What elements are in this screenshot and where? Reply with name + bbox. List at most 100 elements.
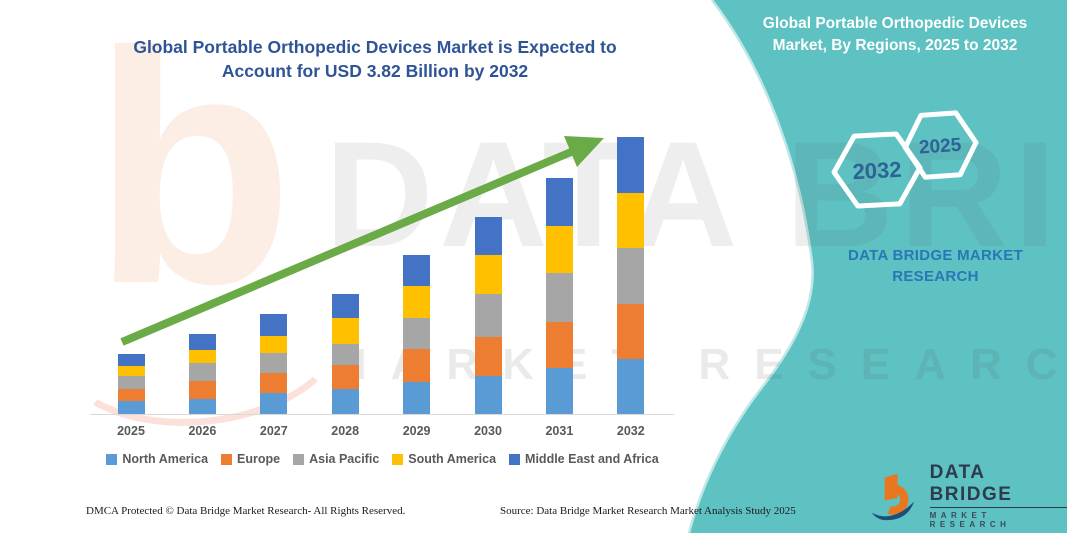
trend-arrow-shaft (120, 148, 573, 346)
legend-label: Europe (237, 452, 281, 466)
x-axis-label-2030: 2030 (474, 424, 502, 438)
bar-2027 (260, 313, 288, 414)
bar-2027-segment-north-america (260, 392, 288, 414)
brand-caption-line2: RESEARCH (892, 268, 979, 285)
bar-2026-segment-europe (188, 380, 216, 399)
hexagon-2032-label: 2032 (852, 157, 902, 185)
logo-b-bowl (887, 483, 909, 515)
bar-2025-segment-south-america (117, 366, 145, 377)
bar-2026-segment-middle-east-and-africa (188, 334, 216, 350)
bar-2032-segment-asia-pacific (617, 248, 645, 304)
x-axis-label-2032: 2032 (616, 424, 645, 438)
side-panel-title-line1: Global Portable Orthopedic Devices (762, 15, 1028, 32)
chart-legend: North America Europe Asia Pacific South Ame… (85, 452, 680, 466)
page-title-line2: Account for USD 3.82 Billion by 2032 (221, 60, 529, 81)
bar-2029-segment-middle-east-and-africa (403, 254, 431, 287)
x-axis-label-2029: 2029 (402, 424, 431, 438)
legend-marker-europe (221, 453, 233, 465)
bar-2031-segment-north-america (545, 368, 573, 414)
bar-2032-segment-north-america (617, 358, 645, 414)
bar-2025-segment-europe (117, 389, 145, 401)
page-title-line1: Global Portable Orthopedic Devices Marke… (133, 37, 617, 57)
bar-2025 (117, 353, 145, 414)
bar-2031-segment-europe (545, 321, 573, 369)
x-axis-label-2028: 2028 (331, 424, 360, 438)
logo-tagline-text: MARKET RESEARCH (929, 511, 1011, 529)
legend-label: South America (408, 452, 497, 466)
legend-marker-north-america (106, 453, 118, 465)
trend-arrow-head (564, 136, 604, 167)
side-panel-title-line2: Market, By Regions, 2025 to 2032 (772, 36, 1018, 54)
hexagon-2025: 2025 (902, 110, 979, 180)
x-axis-label-2031: 2031 (545, 424, 574, 438)
bar-2026 (188, 334, 216, 414)
bar-2032-segment-south-america (617, 192, 645, 248)
bar-2032 (617, 137, 645, 414)
logo-swoosh (871, 501, 915, 520)
bar-2028-segment-north-america (331, 389, 359, 414)
bar-2031-segment-south-america (545, 225, 573, 274)
bar-2030-segment-asia-pacific (474, 293, 502, 338)
bar-2032-segment-middle-east-and-africa (617, 137, 645, 193)
bar-2029 (403, 254, 431, 414)
bar-2027-segment-south-america (260, 335, 288, 354)
page-title: Global Portable Orthopedic Devices Marke… (115, 36, 635, 83)
bar-2026-segment-south-america (188, 349, 216, 364)
bar-2029-segment-south-america (403, 286, 431, 319)
brand-caption-line1: DATA BRIDGE MARKET (847, 247, 1024, 264)
logo-brand-text: DATA BRIDGE (929, 462, 1067, 508)
data-bridge-logo: DATA BRIDGE MARKET RESEARCH (868, 462, 1067, 529)
bar-2028-segment-europe (331, 365, 359, 390)
bar-2028-segment-asia-pacific (331, 343, 359, 366)
bar-2025-segment-north-america (117, 400, 145, 414)
legend-marker-asia-pacific (293, 453, 305, 465)
footer-dmca-text: DMCA Protected © Data Bridge Market Rese… (86, 505, 406, 517)
legend-item-north-america: North America (106, 452, 208, 466)
bar-2025-segment-middle-east-and-africa (117, 353, 145, 367)
footer-source-text: Source: Data Bridge Market Research Mark… (500, 505, 796, 517)
legend-item-asia-pacific: Asia Pacific (293, 452, 379, 466)
x-axis-label-2025: 2025 (117, 424, 145, 438)
bar-2027-segment-europe (260, 373, 288, 393)
bar-2027-segment-asia-pacific (260, 353, 288, 374)
bar-2028 (331, 294, 359, 414)
legend-item-middle-east-and-africa: Middle East and Africa (509, 452, 659, 466)
teal-curve-edge (687, 0, 814, 533)
legend-item-south-america: South America (392, 452, 496, 466)
bar-2030-segment-north-america (474, 375, 502, 414)
bar-2030-segment-south-america (474, 254, 502, 294)
legend-label: North America (122, 452, 209, 466)
bar-2031-segment-asia-pacific (545, 273, 573, 322)
bar-2029-segment-asia-pacific (403, 318, 431, 349)
legend-item-europe: Europe (221, 452, 280, 466)
bar-2029-segment-north-america (403, 382, 431, 414)
logo-text-block: DATA BRIDGE MARKET RESEARCH (929, 462, 1067, 529)
hexagon-2032-outline (831, 131, 923, 209)
hexagon-2032: 2032 (831, 131, 923, 209)
bar-2031 (545, 177, 573, 414)
bar-2027-segment-middle-east-and-africa (260, 313, 288, 336)
bar-2030-segment-middle-east-and-africa (474, 216, 502, 255)
hexagon-group: 2025 2032 (831, 110, 979, 209)
bar-2025-segment-asia-pacific (117, 376, 145, 390)
legend-label: Middle East and Africa (525, 452, 659, 466)
legend-label: Asia Pacific (309, 452, 380, 466)
bar-2026-segment-asia-pacific (188, 363, 216, 381)
x-axis-line (90, 414, 674, 415)
legend-marker-south-america (392, 453, 404, 465)
side-panel-title: Global Portable Orthopedic Devices Marke… (745, 13, 1045, 56)
bar-2030-segment-europe (474, 337, 502, 376)
bar-2028-segment-middle-east-and-africa (331, 294, 359, 319)
data-bridge-logo-icon (871, 473, 915, 520)
bar-2026-segment-north-america (188, 398, 216, 414)
x-axis-label-2027: 2027 (259, 424, 288, 438)
bar-2031-segment-middle-east-and-africa (545, 177, 573, 226)
bar-2029-segment-europe (403, 348, 431, 383)
x-axis-label-2026: 2026 (188, 424, 217, 438)
legend-marker-middle-east-and-africa (509, 453, 521, 465)
hexagon-2025-label: 2025 (918, 135, 962, 159)
bar-2032-segment-europe (617, 303, 645, 359)
